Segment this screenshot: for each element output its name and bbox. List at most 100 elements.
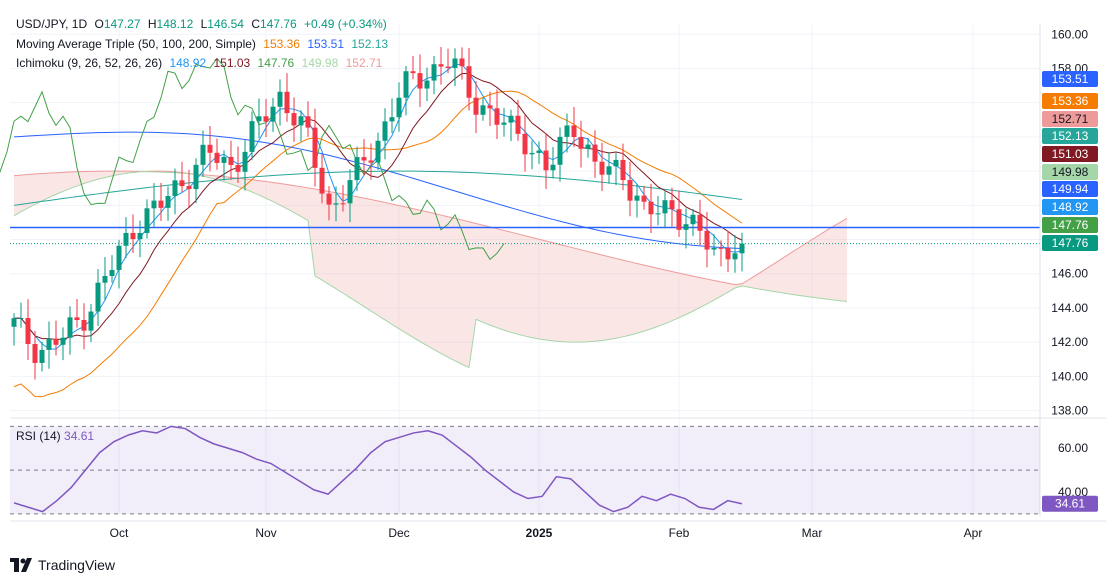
candle-body <box>438 64 444 67</box>
candle-body <box>305 116 311 128</box>
candle-body <box>312 127 318 168</box>
tradingview-brand: TradingView <box>38 557 116 573</box>
price-label-hline: 149.94 <box>1052 182 1089 196</box>
span-b-line <box>13 170 848 286</box>
candle-body <box>165 196 171 208</box>
close-label: C <box>251 17 260 31</box>
candle-body <box>634 195 640 201</box>
candle-body <box>81 320 87 331</box>
candle-body <box>39 349 45 363</box>
time-tick: Apr <box>964 526 983 540</box>
candle-body <box>536 150 542 153</box>
candle-body <box>578 137 584 149</box>
main-legend: USD/JPY, 1D O147.27 H148.12 L146.54 C147… <box>16 17 391 31</box>
candle-body <box>424 80 430 89</box>
time-tick: Oct <box>110 526 129 540</box>
candle-body <box>123 232 129 246</box>
candle-body <box>389 117 395 122</box>
time-tick: 2025 <box>526 526 553 540</box>
candle-body <box>179 180 185 187</box>
candle-body <box>151 200 157 209</box>
price-label-spanA: 149.98 <box>1052 165 1089 179</box>
price-label-bg <box>1042 181 1098 197</box>
candle-body <box>697 214 703 231</box>
rsi-current-label: 34.61 <box>1055 497 1085 511</box>
tradingview-logo-icon <box>10 558 32 572</box>
candle-body <box>662 200 668 214</box>
candle-body <box>284 91 290 114</box>
ma100-value: 153.51 <box>307 37 345 51</box>
rsi-tick: 40.00 <box>1058 485 1088 499</box>
candle-body <box>543 150 549 171</box>
candle-body <box>95 282 101 312</box>
candle-body <box>641 195 647 202</box>
candle-body <box>11 318 17 327</box>
candle-body <box>207 144 213 153</box>
ichimoku-lagging-value: 147.76 <box>257 56 295 70</box>
candle-body <box>333 203 339 205</box>
candle-body <box>298 116 304 126</box>
price-label-bg <box>1042 128 1098 144</box>
candle-body <box>382 121 388 141</box>
price-tick: 142.00 <box>1051 335 1088 349</box>
candle-body <box>676 209 682 230</box>
candle-body <box>186 186 192 190</box>
high-label: H <box>147 17 157 31</box>
candle-body <box>690 214 696 225</box>
candles <box>11 47 745 380</box>
candle-body <box>221 156 227 163</box>
price-label-bg <box>1042 199 1098 215</box>
candle-body <box>256 116 262 122</box>
price-label-bg <box>1042 93 1098 109</box>
candle-body <box>459 58 465 67</box>
candle-body <box>557 136 563 165</box>
candle-body <box>480 105 486 115</box>
price-label-ma100: 153.51 <box>1052 72 1089 86</box>
candle-body <box>116 245 122 270</box>
candle-body <box>130 232 136 240</box>
candle-body <box>326 193 332 205</box>
candle-body <box>417 73 423 89</box>
candle-body <box>249 121 255 152</box>
candle-body <box>235 164 241 172</box>
candle-body <box>340 203 346 205</box>
candle-body <box>200 144 206 165</box>
lagging-span <box>0 57 505 261</box>
price-tick: 138.00 <box>1051 404 1088 418</box>
price-label-bg <box>1042 217 1098 233</box>
candle-body <box>494 108 500 125</box>
price-tick: 144.00 <box>1051 301 1088 315</box>
ichimoku-conversion-value: 148.92 <box>169 56 207 70</box>
candle-body <box>571 125 577 138</box>
rsi-value: 34.61 <box>64 429 95 443</box>
rsi-label-bg <box>1042 495 1098 512</box>
price-label-base: 151.03 <box>1052 147 1089 161</box>
candle-body <box>620 159 626 181</box>
price-label-bg <box>1042 111 1098 127</box>
candle-body <box>361 157 367 161</box>
candle-body <box>732 253 738 260</box>
candle-body <box>53 338 59 345</box>
rsi-line <box>13 425 743 513</box>
rsi-tick: 60.00 <box>1058 441 1088 455</box>
ma-legend: Moving Average Triple (50, 100, 200, Sim… <box>16 37 392 51</box>
close-value: 147.76 <box>260 17 297 31</box>
price-label-bg <box>1042 71 1098 87</box>
rsi-name: RSI (14) <box>16 429 61 443</box>
time-tick: Mar <box>802 526 823 540</box>
candle-body <box>473 97 479 115</box>
span-a-line <box>13 171 848 369</box>
price-label-lag: 147.76 <box>1052 218 1089 232</box>
candle-body <box>263 116 269 122</box>
candle-body <box>515 115 521 134</box>
candle-body <box>529 152 535 155</box>
price-label-ma50: 153.36 <box>1052 94 1089 108</box>
candle-body <box>32 344 38 363</box>
ichimoku-cloud <box>13 170 848 369</box>
ichimoku-spanB-value: 152.71 <box>345 56 383 70</box>
candle-body <box>375 140 381 163</box>
ichimoku-name: Ichimoku (9, 26, 52, 26, 26) <box>16 56 163 70</box>
ichimoku-legend: Ichimoku (9, 26, 52, 26, 26) 148.92 151.… <box>16 56 386 70</box>
tradingview-logo[interactable]: TradingView <box>10 557 115 573</box>
candle-body <box>319 167 325 194</box>
